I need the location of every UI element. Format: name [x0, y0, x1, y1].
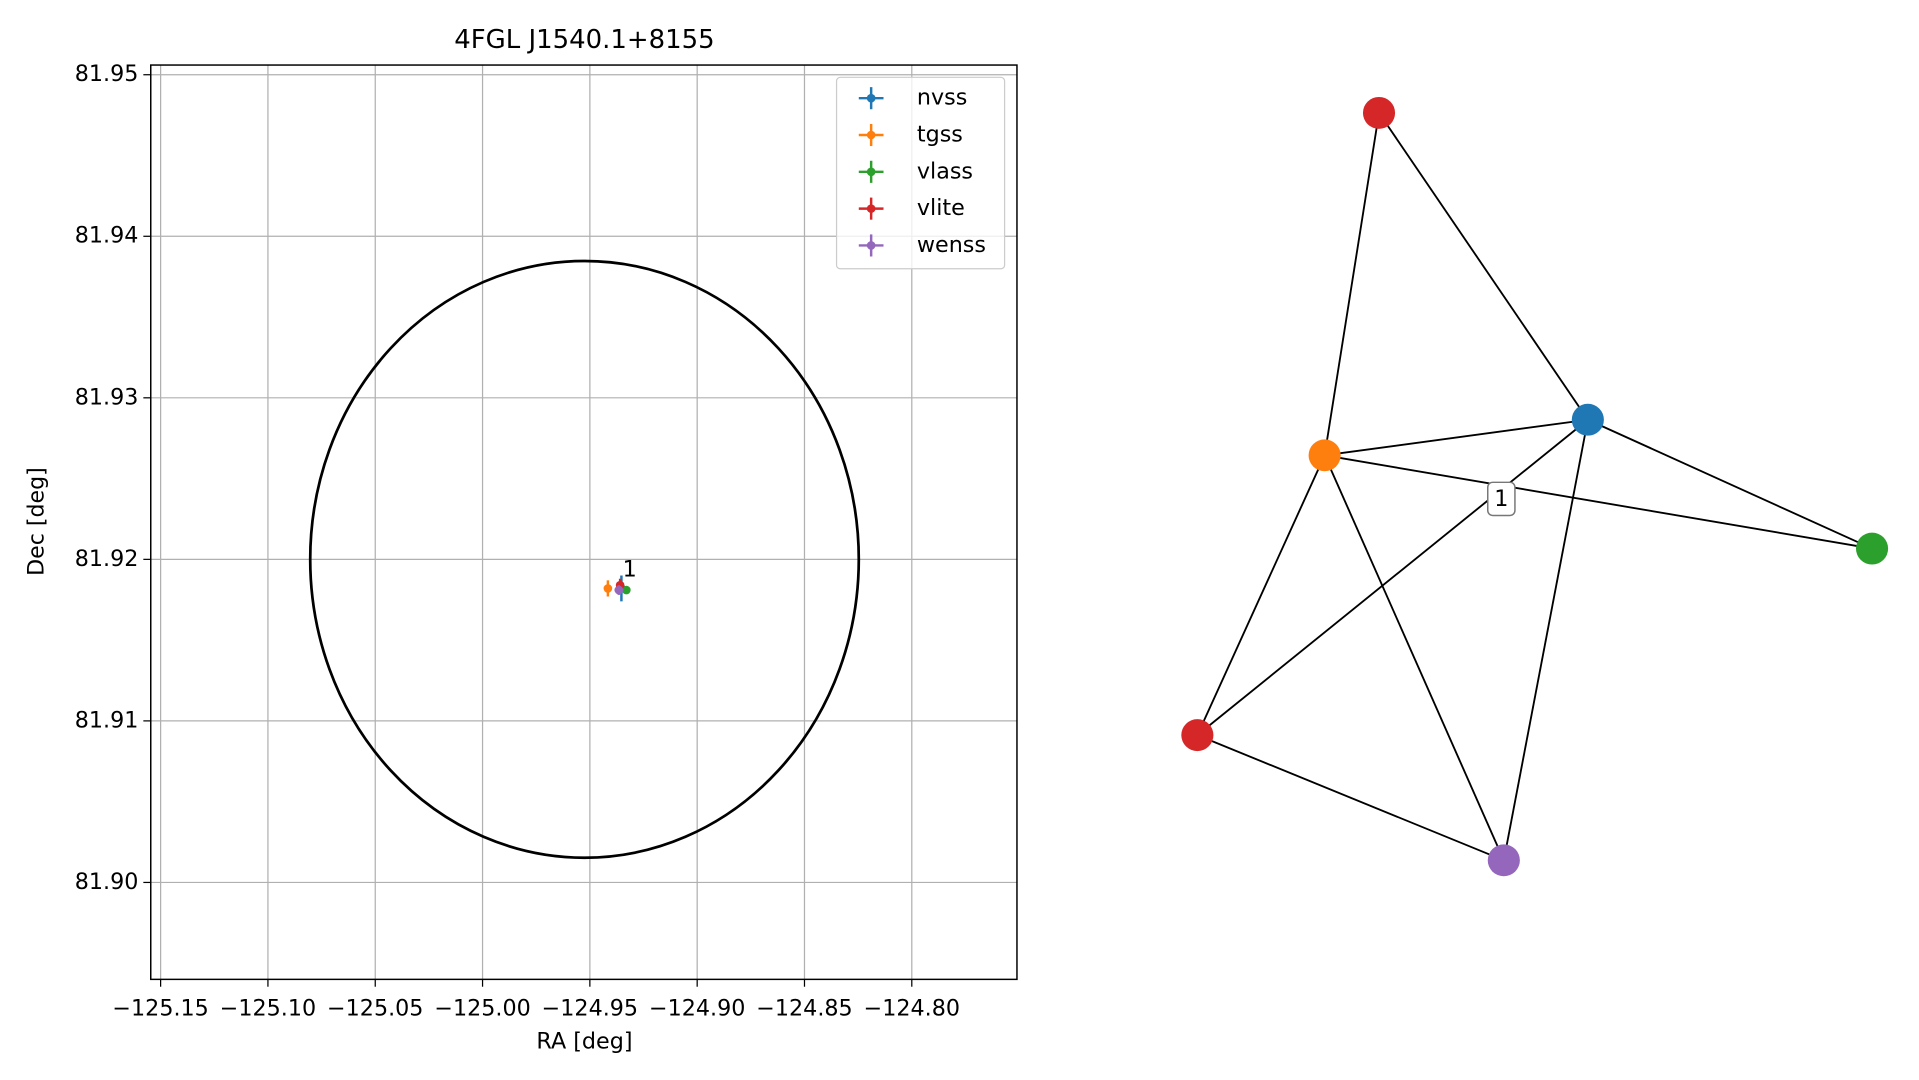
edge — [1324, 418, 1588, 457]
legend-swatch — [866, 204, 876, 213]
x-tick-label: −124.85 — [756, 995, 852, 1021]
point — [614, 585, 624, 595]
y-tick-label: 81.90 — [75, 869, 139, 895]
legend-swatch — [866, 93, 876, 103]
x-tick-label: −125.10 — [220, 995, 316, 1021]
y-tick-label: 81.91 — [75, 707, 139, 733]
legend-label: nvss — [917, 85, 967, 111]
node — [1181, 719, 1214, 752]
node — [1855, 532, 1889, 565]
annotation: 1 — [623, 557, 637, 583]
edge — [1324, 454, 1873, 550]
y-tick-label: 81.92 — [75, 546, 139, 572]
legend-label: tgss — [917, 122, 963, 148]
y-tick-label: 81.95 — [75, 61, 139, 87]
edge — [1196, 454, 1326, 736]
legend-label: vlass — [917, 158, 973, 184]
legend-swatch — [866, 130, 876, 140]
node — [1487, 844, 1520, 877]
y-axis-label: Dec [deg] — [24, 467, 50, 576]
point — [622, 585, 631, 595]
edge — [1502, 419, 1589, 861]
edge — [1323, 454, 1505, 861]
legend-label: vlite — [917, 195, 965, 221]
x-tick-label: −124.95 — [542, 995, 638, 1021]
x-tick-label: −125.05 — [327, 995, 423, 1021]
edge — [1587, 418, 1873, 550]
node — [1308, 439, 1341, 472]
edge — [1196, 419, 1589, 736]
edge-label: 1 — [1494, 486, 1508, 512]
plot-frame — [150, 64, 1018, 981]
edge-label-group: 1 — [1487, 481, 1516, 517]
x-tick-label: −124.80 — [864, 995, 960, 1021]
edge-label-box — [1487, 481, 1516, 517]
legend-swatch — [866, 241, 876, 250]
x-axis-label: RA [deg] — [536, 1029, 632, 1055]
y-tick-label: 81.94 — [75, 223, 139, 249]
node — [1362, 96, 1396, 129]
legend-box — [835, 76, 1006, 270]
edge — [1197, 734, 1505, 862]
legend-label: wenss — [917, 232, 986, 258]
node — [1571, 403, 1604, 436]
y-tick-label: 81.93 — [75, 384, 139, 410]
x-tick-label: −125.15 — [112, 995, 208, 1021]
legend-swatch — [866, 167, 876, 177]
edge — [1378, 112, 1589, 421]
edge — [1323, 112, 1380, 456]
chart-title: 4FGL J1540.1+8155 — [454, 25, 714, 55]
point — [603, 584, 613, 593]
x-tick-label: −124.90 — [649, 995, 745, 1021]
x-tick-label: −125.00 — [434, 995, 530, 1021]
error-ellipse — [308, 259, 861, 860]
